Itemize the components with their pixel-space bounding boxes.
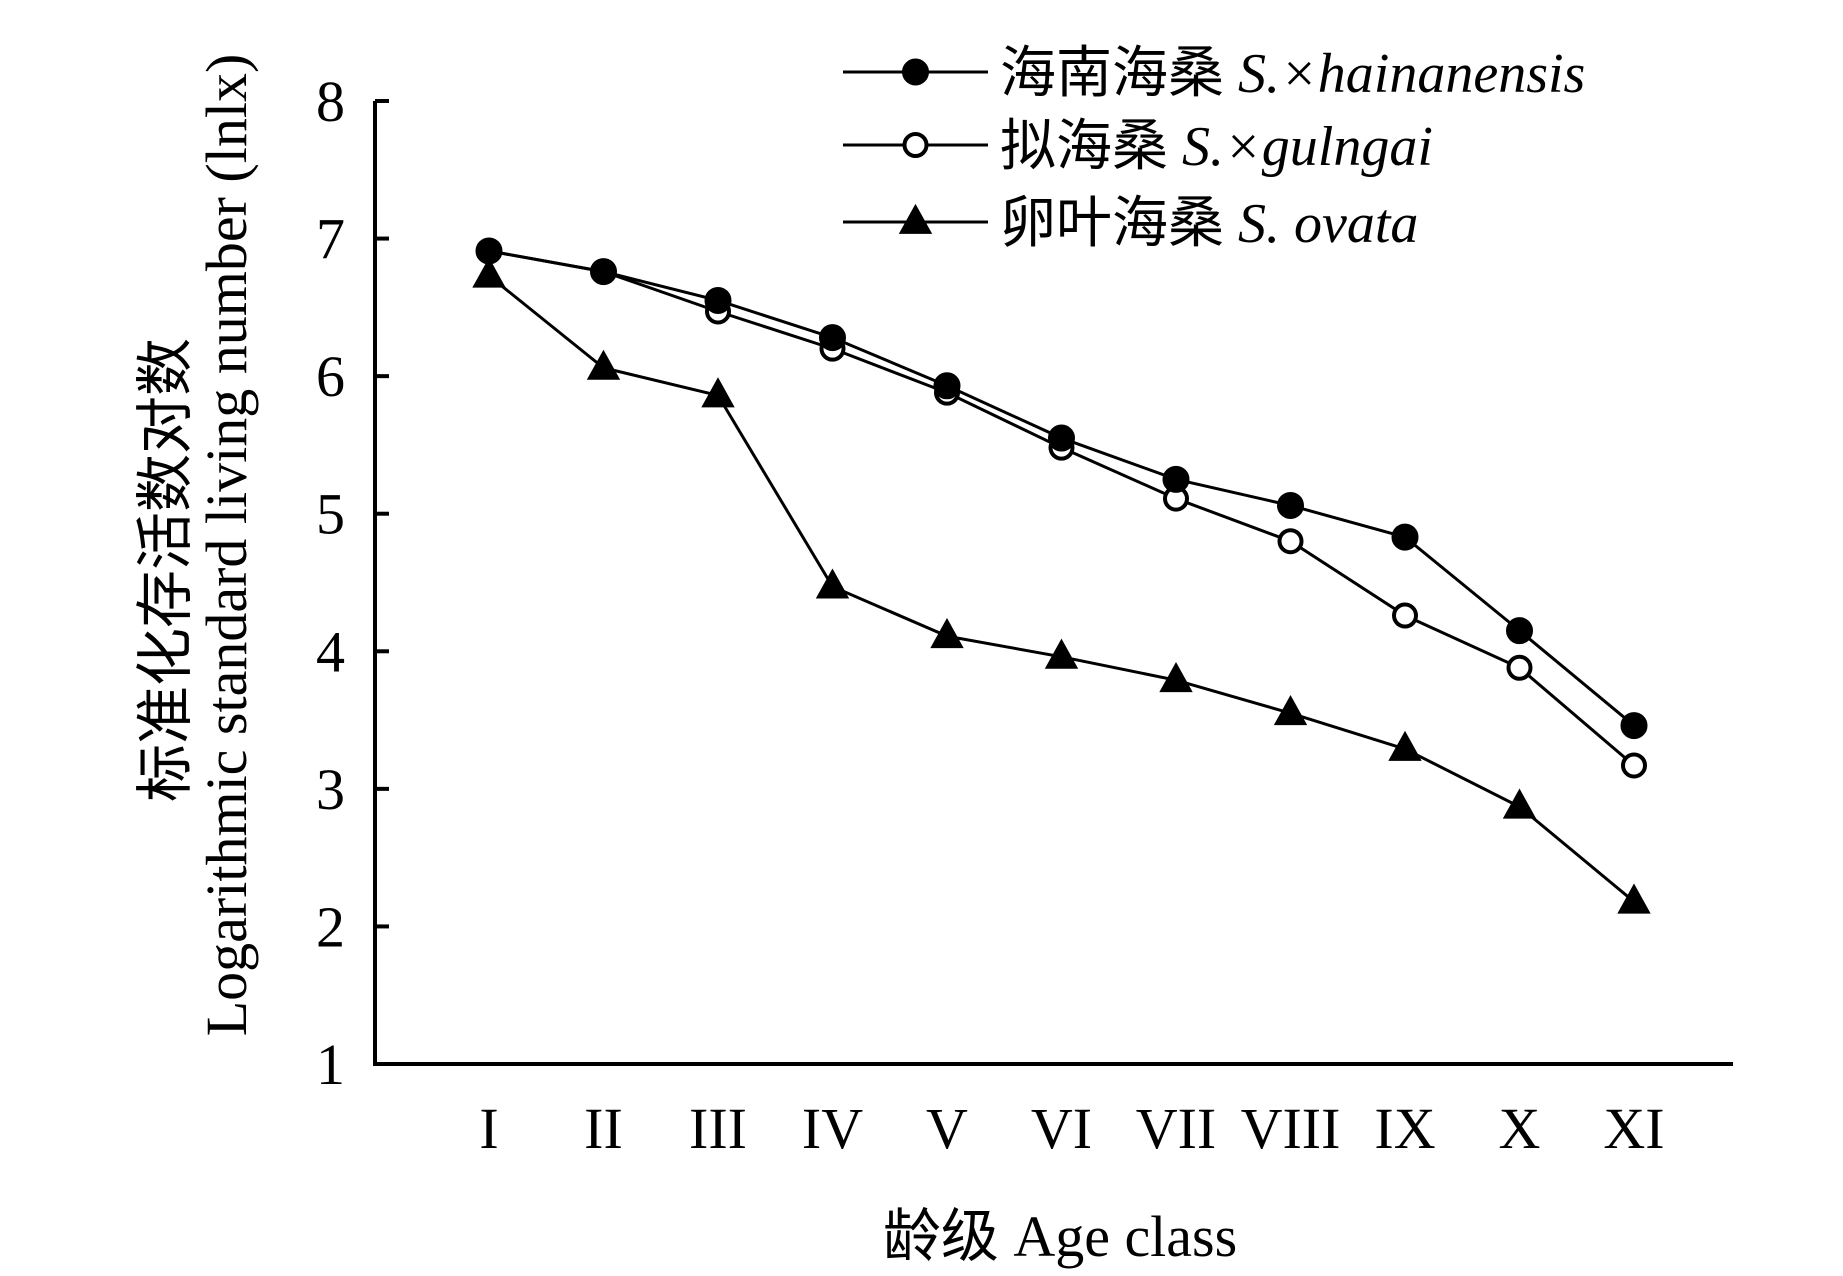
x-tick-label: V bbox=[926, 1096, 968, 1161]
data-point bbox=[475, 237, 503, 265]
x-tick-label: IV bbox=[802, 1096, 863, 1161]
data-point bbox=[1621, 752, 1647, 779]
series-2 bbox=[476, 237, 1647, 779]
legend-entry: 拟海桑 S.×gulngai bbox=[843, 116, 1433, 178]
y-axis-title-english: Logarithmic standard living number (lnlx… bbox=[194, 54, 259, 1037]
series-group bbox=[472, 237, 1651, 914]
data-point bbox=[815, 568, 850, 599]
x-ticks: I II III IV V VI VII VIII IX X XI bbox=[479, 1096, 1664, 1161]
data-point bbox=[1506, 617, 1533, 645]
series-line bbox=[488, 249, 1635, 767]
legend-label-latin: S. ovata bbox=[1238, 193, 1418, 255]
data-point bbox=[701, 377, 735, 408]
series-3 bbox=[472, 257, 1651, 914]
y-tick-label: 4 bbox=[316, 619, 345, 684]
data-point bbox=[1617, 883, 1651, 914]
x-tick-label: VII bbox=[1136, 1096, 1217, 1161]
data-point bbox=[586, 349, 621, 380]
x-tick-label: VI bbox=[1031, 1096, 1092, 1161]
x-tick-label: I bbox=[479, 1096, 498, 1161]
legend-marker bbox=[902, 132, 929, 158]
data-point bbox=[1162, 465, 1190, 493]
axes bbox=[373, 101, 1733, 1066]
x-tick-label: VIII bbox=[1241, 1096, 1341, 1161]
data-point bbox=[819, 324, 846, 352]
data-point bbox=[1392, 602, 1418, 629]
legend-entry: 卵叶海桑 S. ovata bbox=[843, 193, 1418, 255]
y-tick-label: 1 bbox=[316, 1032, 345, 1097]
x-tick-label: XI bbox=[1603, 1096, 1664, 1161]
y-tick-label: 7 bbox=[316, 207, 345, 272]
x-tick-label: IX bbox=[1374, 1096, 1435, 1161]
data-point bbox=[1506, 654, 1533, 681]
y-axis-title-chinese: 标准化存活数对数 bbox=[133, 338, 198, 802]
y-tick-label: 2 bbox=[316, 894, 345, 959]
data-point bbox=[1159, 661, 1193, 693]
data-point bbox=[1044, 638, 1079, 669]
x-tick-label: II bbox=[584, 1096, 623, 1161]
y-tick-label: 5 bbox=[316, 482, 345, 547]
series-1 bbox=[475, 237, 1648, 740]
data-point bbox=[1620, 712, 1648, 740]
data-point bbox=[704, 286, 732, 314]
legend-label-chinese: 卵叶海桑 bbox=[1000, 193, 1238, 255]
y-tick-label: 6 bbox=[316, 344, 345, 409]
data-point bbox=[1273, 695, 1308, 726]
data-point bbox=[1277, 491, 1304, 519]
data-point bbox=[1388, 730, 1422, 761]
legend-marker bbox=[898, 203, 933, 234]
data-point bbox=[590, 258, 617, 286]
y-ticks: 1 2 3 4 5 6 7 8 bbox=[316, 69, 389, 1097]
data-point bbox=[1502, 788, 1537, 819]
x-axis-title: 龄级 Age class bbox=[883, 1204, 1237, 1269]
legend-label-chinese: 海南海桑 bbox=[1000, 43, 1238, 105]
data-point bbox=[1391, 523, 1419, 551]
legend: 海南海桑 S.×hainanensis 拟海桑 S.×gulngai 卵叶海桑 S.… bbox=[843, 43, 1585, 255]
y-tick-label: 3 bbox=[316, 757, 345, 822]
legend-label-latin: S.×gulngai bbox=[1182, 116, 1433, 178]
legend-label: 卵叶海桑 S. ovata bbox=[1000, 193, 1418, 255]
y-tick-label: 8 bbox=[316, 69, 345, 134]
legend-marker bbox=[902, 58, 929, 86]
legend-label: 海南海桑 S.×hainanensis bbox=[1000, 43, 1585, 105]
data-point bbox=[933, 372, 961, 400]
legend-label-latin: S.×hainanensis bbox=[1238, 43, 1585, 105]
data-point bbox=[1048, 424, 1075, 452]
data-point bbox=[1277, 528, 1304, 555]
legend-label-chinese: 拟海桑 bbox=[1000, 116, 1182, 178]
x-tick-label: X bbox=[1499, 1096, 1541, 1161]
data-point bbox=[930, 617, 964, 649]
x-tick-label: III bbox=[689, 1096, 747, 1161]
data-point bbox=[472, 257, 506, 288]
legend-label: 拟海桑 S.×gulngai bbox=[1000, 116, 1433, 178]
legend-entry: 海南海桑 S.×hainanensis bbox=[843, 43, 1585, 105]
series-line bbox=[488, 274, 1635, 903]
